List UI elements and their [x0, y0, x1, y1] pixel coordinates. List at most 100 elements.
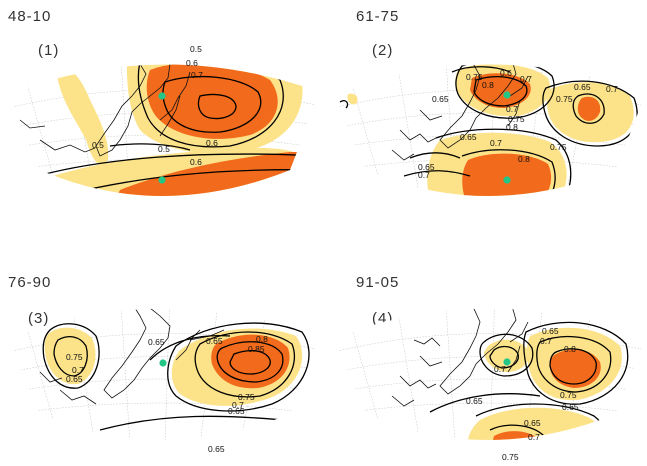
panel-2-coastline — [439, 64, 529, 149]
panel-4-contour-label: 0.7 — [494, 364, 506, 374]
panel-2-contour-label: 0.7 — [606, 84, 618, 94]
contour-line — [29, 153, 320, 179]
contour-line — [451, 66, 511, 73]
contour-line — [536, 335, 612, 393]
panel-3-contour-label: 0.65 — [148, 337, 165, 347]
panel-4-contour-label: 0.75 — [560, 390, 577, 400]
contour-line — [216, 341, 284, 383]
panel-4-shading-dark — [550, 349, 601, 388]
panel-1-contour — [137, 64, 284, 148]
shading-light-region — [56, 68, 109, 165]
contour-line — [339, 100, 349, 109]
contour-line — [429, 393, 541, 413]
contour-line — [53, 335, 88, 377]
contour-line — [489, 345, 519, 369]
panel-3-label: (3) — [28, 310, 49, 327]
map-panel-1: 48-10 (1) 0.5 0.6 — [8, 8, 320, 196]
map-panel-2: 61-75 (2) — [333, 8, 646, 196]
panel-1-contour-label: 0.7 — [191, 70, 203, 80]
panel-2-period-title: 61-75 — [356, 8, 399, 25]
panel-1-contour-label: 0.6 — [190, 157, 202, 167]
panel-2-contour-label: 0.65 — [432, 94, 449, 104]
panel-3-contour-label: 0.65 — [228, 406, 245, 416]
contour-line — [542, 80, 638, 147]
panel-4-marker — [503, 358, 511, 366]
panel-4-contour-label: 0.8 — [564, 344, 576, 354]
panel-2-contour-label: 0.8 — [518, 154, 530, 164]
panel-4-map — [333, 308, 646, 449]
panel-1-contour-label: 0.5 — [190, 44, 202, 54]
contour-line — [229, 349, 271, 375]
panel-2-label: (2) — [372, 42, 393, 59]
panel-3-contour-label: 0.65 — [208, 444, 225, 454]
shading-light-region — [467, 407, 607, 440]
panel-2-contour-label: 0.65 — [574, 82, 591, 92]
panel-2-map — [333, 64, 646, 196]
panel-3-contour-label: 0.8 — [256, 334, 268, 344]
panel-2-contour-label: 0.75 — [508, 114, 525, 124]
panel-4-period-title: 91-05 — [356, 274, 399, 291]
panel-2-contour-label: 0.7 — [418, 170, 430, 180]
contour-line — [197, 93, 237, 120]
contour-line — [162, 75, 262, 133]
panel-2-contour-label: 0.65 — [460, 132, 477, 142]
panel-1-period-title: 48-10 — [8, 8, 51, 25]
panel-4-shading-light — [484, 339, 529, 372]
shading-dark-region — [100, 152, 320, 196]
contour-line — [435, 128, 572, 196]
panel-2-contour-label: 0.7 — [520, 74, 532, 84]
map-panel-3: 76-90 (3) 0.75 0.7 0 — [8, 274, 320, 454]
panel-1-shading-dark — [146, 64, 278, 139]
panel-2-contour-label: 0.6 — [500, 68, 512, 78]
coastline — [19, 119, 96, 153]
panel-4-contour-label: 0.65 — [542, 326, 559, 336]
panel-2-contour — [455, 64, 555, 119]
panel-4-coastline — [439, 308, 529, 395]
panel-4-contour-label: 0.75 — [502, 452, 519, 461]
panel-1-contour-label: 0.5 — [92, 140, 104, 150]
map-panel-4: 91-05 (4) 0.65 — [333, 274, 646, 462]
panel-3-contour-label: 0.65 — [66, 374, 83, 384]
panel-2-contour-label: 0.7 — [506, 104, 518, 114]
panel-3-period-title: 76-90 — [8, 274, 51, 291]
panel-4-marker — [503, 442, 510, 449]
panel-1-contour-label: 0.5 — [158, 144, 170, 154]
panel-3-contour-label: 0.85 — [248, 344, 265, 354]
panel-1-label: (1) — [38, 42, 59, 59]
coastline — [391, 308, 621, 407]
panel-2-contour-label: 0.75 — [556, 94, 573, 104]
contour-line — [523, 321, 629, 405]
contour-line — [149, 334, 231, 361]
contour-line — [475, 403, 610, 440]
contour-line — [109, 143, 191, 151]
panel-3-contour-label: 0.7 — [232, 400, 244, 410]
panel-2-contour-label: 0.75 — [550, 142, 567, 152]
panel-2-shading-dark — [470, 73, 531, 108]
panel-2-marker — [503, 176, 511, 184]
panel-3-contour-label: 0.65 — [206, 336, 223, 346]
panel-3-shading-dark — [211, 334, 290, 389]
panel-2-contour-label: 0.75 — [466, 72, 483, 82]
panel-2-contour-label: 0.7 — [490, 138, 502, 148]
panel-4-contour-label: 0.65 — [524, 418, 541, 428]
panel-1-contour-label: 0.6 — [206, 138, 218, 148]
panel-1-contour-label: 0.6 — [186, 58, 198, 68]
contour-line — [549, 348, 597, 385]
panel-1-marker — [158, 92, 166, 100]
panel-2-contour-label: 0.8 — [482, 80, 494, 90]
contour-line — [461, 149, 556, 196]
panel-2-contour-label: 0.65 — [418, 162, 435, 172]
panel-4-contour-label: 0.65 — [562, 402, 579, 412]
panel-4-contour-label: 0.7 — [528, 432, 540, 442]
panel-3-map — [8, 308, 320, 440]
shading-dark-region — [577, 96, 601, 121]
panel-3-contour-label: 0.75 — [66, 352, 83, 362]
panel-3-contour — [42, 323, 100, 389]
coastline — [391, 64, 621, 161]
shading-light-region — [347, 93, 358, 105]
contour-line — [403, 152, 471, 177]
panel-3-contour-label: 0.7 — [72, 365, 84, 375]
contour-line — [194, 331, 296, 398]
